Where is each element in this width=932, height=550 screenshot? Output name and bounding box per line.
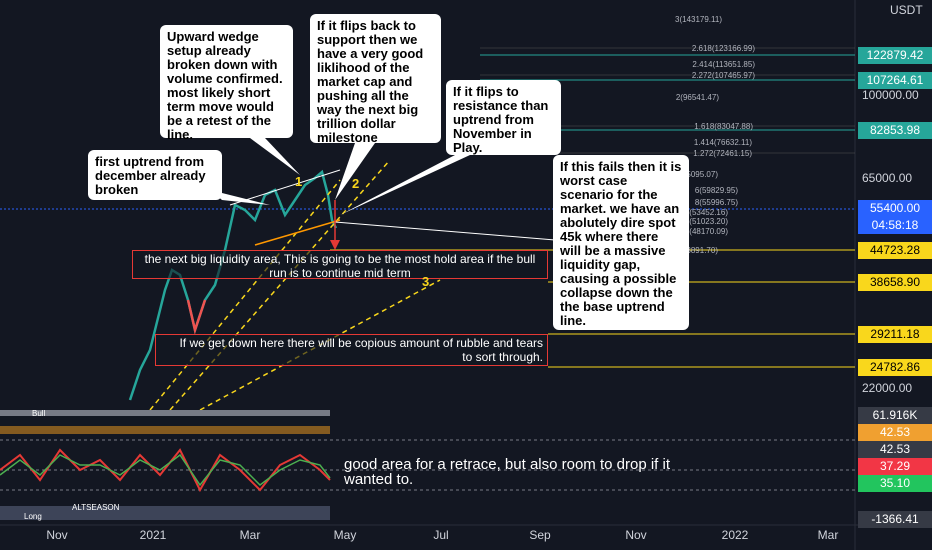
fib-label: 2(96541.47) bbox=[675, 93, 719, 102]
fib-label: 1.414(76632.11) bbox=[693, 138, 752, 147]
time-axis-label: Sep bbox=[529, 528, 551, 542]
price-tag: 24782.86 bbox=[858, 359, 932, 376]
time-axis-label: 2022 bbox=[721, 528, 749, 542]
indicator-tag: Bull bbox=[32, 409, 46, 418]
fib-label: 2(51023.20) bbox=[684, 217, 728, 226]
time-axis-label: Nov bbox=[625, 528, 647, 542]
price-axis-label: 22000.00 bbox=[862, 381, 913, 395]
callout-tail bbox=[335, 143, 375, 200]
fib-label: 2.272(107465.97) bbox=[691, 71, 755, 80]
wave-label: 2 bbox=[352, 176, 360, 191]
indicator-note: good area for a retrace, but also room t… bbox=[344, 456, 671, 488]
time-axis-label: Mar bbox=[239, 528, 261, 542]
callout-tail bbox=[250, 138, 300, 175]
oscillator bbox=[0, 453, 331, 487]
fib-label: 2.618(123166.99) bbox=[691, 44, 755, 53]
price-path-down bbox=[186, 299, 207, 335]
price-tag: 122879.42 bbox=[858, 47, 932, 64]
zone-label: If we get down here there will be copiou… bbox=[155, 334, 548, 366]
price-axis-label: 65000.00 bbox=[862, 171, 913, 185]
fib-label: 3(143179.11) bbox=[675, 15, 722, 24]
fib-lines bbox=[480, 47, 855, 154]
price-tag: 44723.28 bbox=[858, 242, 932, 259]
wave-label: 1 bbox=[295, 174, 303, 189]
time-axis-label: Nov bbox=[46, 528, 68, 542]
callout: first uptrend from december already brok… bbox=[88, 150, 222, 200]
fib-label: (53452.16) bbox=[689, 208, 728, 217]
indicator-band bbox=[0, 426, 330, 434]
price-tag: 42.53 bbox=[858, 441, 932, 458]
price-tag: 29211.18 bbox=[858, 326, 932, 343]
price-tag: 107264.61 bbox=[858, 72, 932, 89]
indicator-strip bbox=[0, 506, 330, 520]
price-tag: 61.916K bbox=[858, 407, 932, 424]
price-tag: -1366.41 bbox=[858, 511, 932, 528]
fib-label: 8(55996.75) bbox=[694, 198, 738, 207]
callout: If it flips back to support then we have… bbox=[310, 14, 441, 145]
price-tag: 37.29 bbox=[858, 458, 932, 475]
price-tag: 55400.00 bbox=[858, 200, 932, 217]
indicator-tag: ALTSEASON bbox=[72, 503, 120, 512]
time-axis-label: Jul bbox=[433, 528, 449, 542]
price-tag: 35.10 bbox=[858, 475, 932, 492]
wedge-line bbox=[254, 219, 341, 246]
wedge-line bbox=[229, 169, 341, 206]
fib-label: 6(48170.09) bbox=[684, 227, 728, 236]
time-axis-label: Mar bbox=[817, 528, 839, 542]
price-tag: 38658.90 bbox=[858, 274, 932, 291]
fib-label: (65095.07) bbox=[679, 170, 718, 179]
fib-label: 2.414(113651.85) bbox=[692, 60, 755, 69]
callout: If it flips to resistance than uptrend f… bbox=[446, 80, 561, 155]
price-axis-label: 100000.00 bbox=[862, 88, 919, 102]
axis-unit: USDT bbox=[890, 3, 923, 17]
callout: Upward wedge setup already broken down w… bbox=[160, 25, 293, 142]
price-tag: 42.53 bbox=[858, 424, 932, 441]
indicator-tag: Long bbox=[24, 512, 42, 521]
price-tag: 04:58:18 bbox=[858, 217, 932, 234]
arrow-head bbox=[330, 240, 340, 250]
wave-label: 3 bbox=[422, 274, 430, 289]
pointer bbox=[334, 221, 556, 241]
time-axis-label: 2021 bbox=[139, 528, 167, 542]
callout: If this fails then it is worst case scen… bbox=[553, 155, 689, 330]
fib-label: 1.618(83047.88) bbox=[694, 122, 753, 131]
fib-label: 6(59829.95) bbox=[694, 186, 738, 195]
fib-label: 1.272(72461.15) bbox=[693, 149, 752, 158]
indicator-band bbox=[0, 410, 330, 416]
time-axis-label: May bbox=[333, 528, 357, 542]
zone-label: the next big liquidity area, This is goi… bbox=[132, 250, 548, 280]
price-tag: 82853.98 bbox=[858, 122, 932, 139]
callout-tail bbox=[340, 155, 470, 215]
fib-label: (43891.70) bbox=[679, 246, 718, 255]
callout-tail bbox=[210, 190, 270, 205]
